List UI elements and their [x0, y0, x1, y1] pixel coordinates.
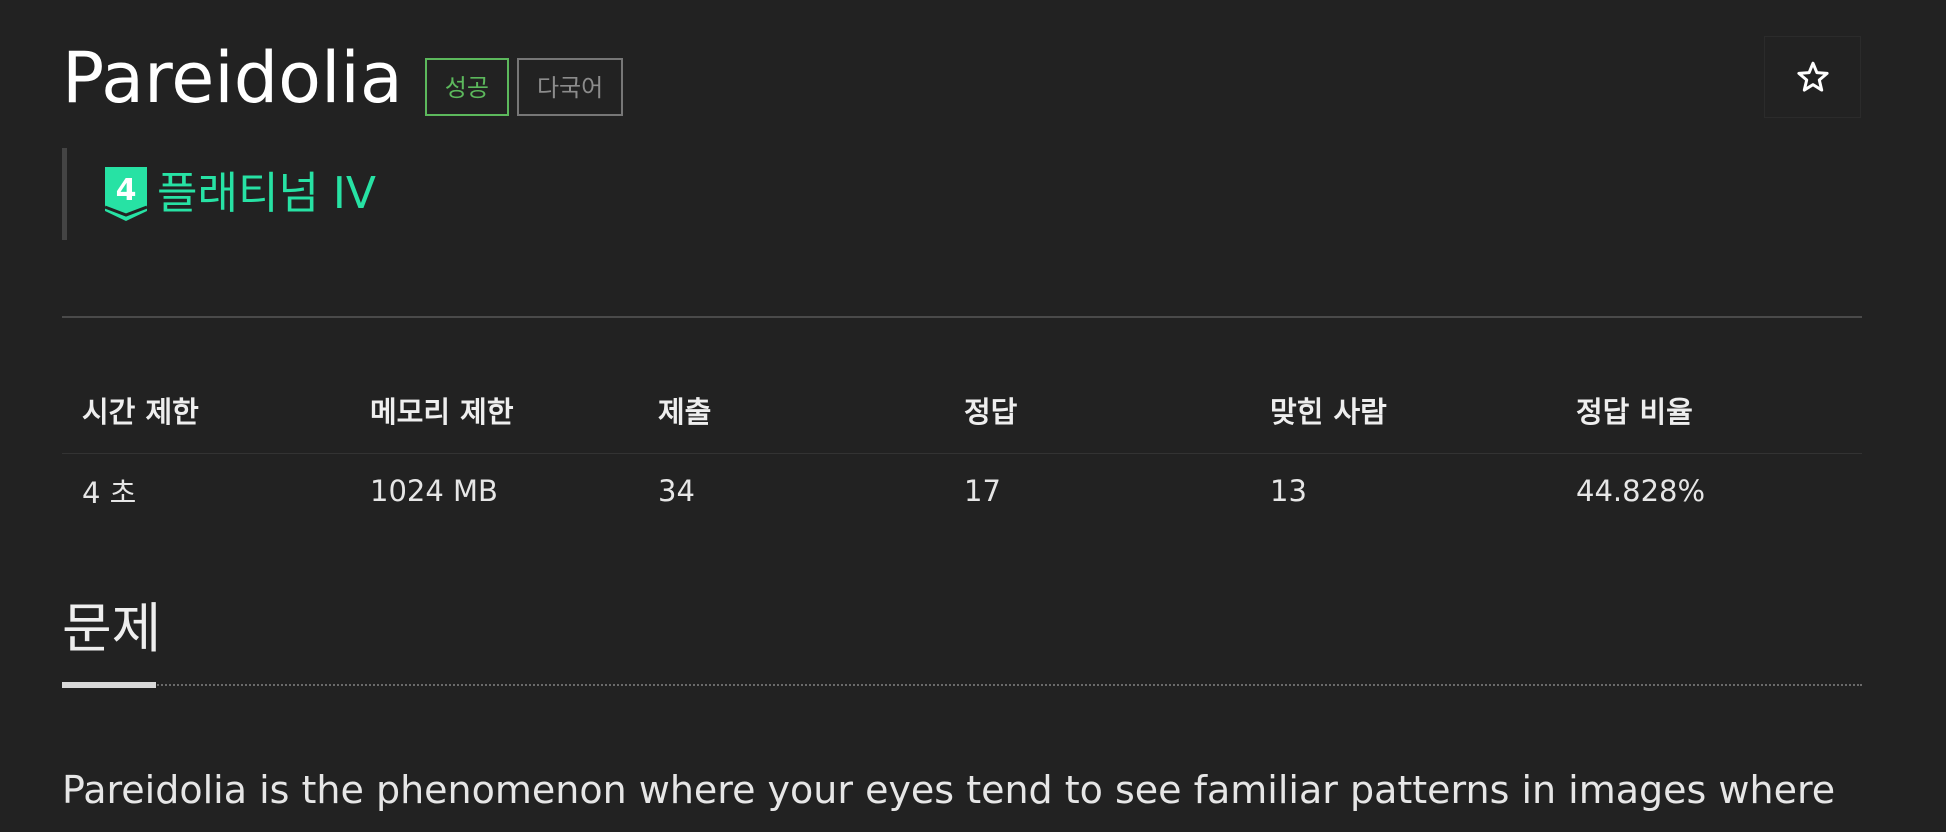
- status-badge: 성공: [424, 58, 509, 116]
- value-memory-limit: 1024 MB: [370, 474, 498, 508]
- header-solvers: 맞힌 사람: [1270, 394, 1387, 429]
- section-divider-accent: [62, 682, 156, 688]
- table-row: 4 초 1024 MB 34 17 13 44.828%: [62, 454, 1862, 544]
- problem-description: Pareidolia is the phenomenon where your …: [62, 768, 1836, 812]
- language-badge: 다국어: [516, 58, 624, 116]
- star-outline-icon: [1796, 61, 1829, 92]
- section-title: 문제: [62, 597, 162, 660]
- header-memory-limit: 메모리 제한: [370, 394, 514, 429]
- value-solvers: 13: [1270, 474, 1307, 508]
- table-header-row: 시간 제한 메모리 제한 제출 정답 맞힌 사람 정답 비율: [62, 374, 1862, 454]
- value-submissions: 34: [658, 474, 695, 508]
- value-accepted: 17: [964, 474, 1001, 508]
- value-time-limit: 4 초: [82, 476, 137, 510]
- problem-info-table: 시간 제한 메모리 제한 제출 정답 맞힌 사람 정답 비율 4 초 1024 …: [62, 374, 1862, 544]
- problem-header: Pareidolia 성공 다국어: [62, 37, 624, 119]
- header-time-limit: 시간 제한: [82, 394, 199, 429]
- tier-label: 플래티넘 IV: [157, 168, 376, 219]
- tier-number: 4: [116, 173, 137, 208]
- tier-info: 4 플래티넘 IV: [62, 148, 376, 240]
- value-acceptance-rate: 44.828%: [1576, 474, 1706, 508]
- problem-title: Pareidolia: [62, 37, 403, 119]
- header-acceptance-rate: 정답 비율: [1576, 394, 1693, 429]
- section-divider: [62, 684, 1862, 686]
- header-divider: [62, 316, 1862, 318]
- tier-badge-icon: 4: [105, 167, 147, 221]
- header-submissions: 제출: [658, 394, 712, 429]
- favorite-button[interactable]: [1764, 36, 1861, 118]
- header-accepted: 정답: [964, 394, 1018, 429]
